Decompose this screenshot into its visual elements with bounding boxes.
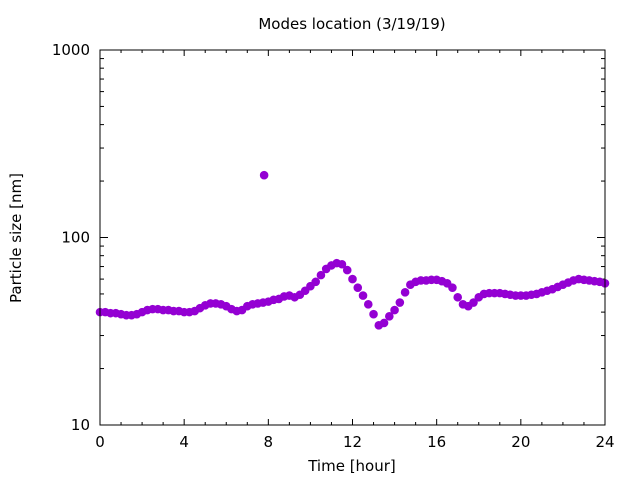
data-point <box>379 318 389 328</box>
data-point <box>390 305 399 315</box>
chart-title: Modes location (3/19/19) <box>258 15 445 33</box>
data-point <box>358 291 368 300</box>
data-point <box>311 277 320 287</box>
data-point <box>400 288 410 297</box>
y-axis-label: Particle size [nm] <box>7 173 25 303</box>
data-point <box>395 298 405 307</box>
data-point <box>442 278 452 288</box>
data-points <box>95 170 610 330</box>
x-axis-label: Time [hour] <box>307 457 396 475</box>
x-tick-label: 0 <box>95 433 105 451</box>
x-tick-label: 20 <box>511 433 530 451</box>
data-point <box>300 286 310 296</box>
data-point <box>469 298 478 307</box>
plot-frame <box>99 49 606 426</box>
x-tick-label: 8 <box>264 433 274 451</box>
x-tick-label: 12 <box>343 433 362 451</box>
data-point <box>353 283 363 292</box>
x-tick-label: 4 <box>179 433 189 451</box>
data-point <box>316 270 326 280</box>
data-point <box>259 170 269 180</box>
x-tick-label: 24 <box>595 433 614 451</box>
data-point <box>348 274 357 284</box>
data-point <box>342 265 352 275</box>
y-tick-label: 1000 <box>52 41 90 59</box>
data-point <box>337 259 347 269</box>
y-tick-label: 10 <box>71 416 90 434</box>
data-point <box>363 300 373 309</box>
data-point <box>369 309 378 319</box>
data-point <box>385 311 394 321</box>
y-tick-label: 100 <box>61 229 90 247</box>
data-point <box>453 292 463 302</box>
x-tick-label: 16 <box>427 433 446 451</box>
axis-ticks: 0 4 8 12 16 20 24 10 100 1000 <box>52 41 615 451</box>
data-point <box>448 283 457 292</box>
